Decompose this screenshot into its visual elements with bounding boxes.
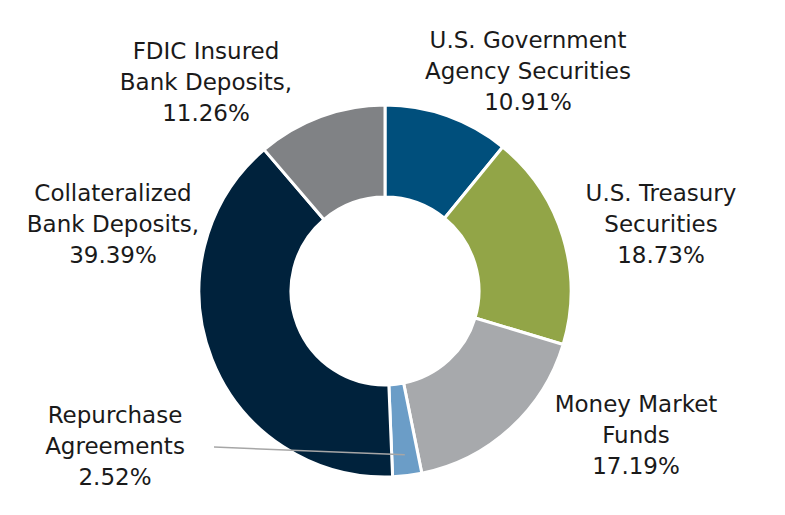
label-line: Money Market (555, 391, 718, 417)
value-label: 39.39% (69, 242, 157, 268)
labels: U.S. Government Agency Securities 10.91% U.… (27, 27, 737, 490)
value-label: 10.91% (484, 89, 572, 115)
value-label: 17.19% (592, 453, 680, 479)
label-line: Securities (604, 211, 717, 237)
value-label: 18.73% (617, 242, 705, 268)
value-label: 11.26% (162, 100, 250, 126)
chart: U.S. Government Agency Securities 10.91% U.… (0, 0, 785, 515)
category-label: FDIC Insured Bank Deposits, (120, 38, 292, 95)
slice (389, 383, 422, 477)
category-label: Repurchase Agreements (45, 402, 185, 459)
slice (404, 318, 564, 473)
leader-line (214, 447, 405, 455)
slice (445, 147, 571, 344)
label-line: Bank Deposits, (27, 211, 199, 237)
category-label: U.S. Government Agency Securities (425, 27, 631, 84)
label-line: U.S. Treasury (586, 180, 737, 206)
value-label: 2.52% (78, 464, 151, 490)
label-line: U.S. Government (430, 27, 627, 53)
category-label: Money Market Funds (555, 391, 718, 448)
label-line: Agency Securities (425, 58, 631, 84)
label-line: Funds (602, 422, 670, 448)
label-line: Repurchase (48, 402, 183, 428)
label-line: FDIC Insured (133, 38, 280, 64)
label-line: Agreements (45, 433, 185, 459)
category-label: U.S. Treasury Securities (586, 180, 737, 237)
slices (199, 105, 571, 477)
label-line: Bank Deposits, (120, 69, 292, 95)
label-line: Collateralized (34, 180, 191, 206)
slice (264, 105, 385, 220)
category-label: Collateralized Bank Deposits, (27, 180, 199, 237)
